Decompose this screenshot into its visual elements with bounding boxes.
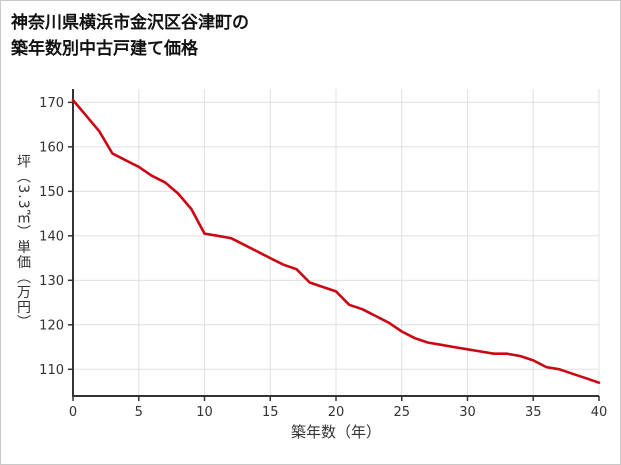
x-axis-label: 築年数（年） — [290, 423, 381, 441]
y-tick-label: 110 — [39, 363, 64, 378]
y-tick-label: 170 — [39, 96, 64, 111]
chart-title-line2: 築年数別中古戸建て価格 — [11, 38, 198, 59]
x-tick-label: 40 — [591, 405, 608, 420]
price-line — [71, 98, 601, 385]
x-tick-label: 25 — [393, 405, 410, 420]
x-tick-label: 30 — [459, 405, 476, 420]
chart-title-line1: 神奈川県横浜市金沢区谷津町の — [11, 13, 249, 33]
tick-marks — [68, 101, 600, 401]
x-tick-label: 35 — [525, 405, 542, 420]
chart-title: 神奈川県横浜市金沢区谷津町の 築年数別中古戸建て価格 — [11, 11, 249, 62]
y-tick-label: 130 — [39, 274, 64, 289]
tick-labels: 0 5 10 15 20 25 30 35 40 110 120 130 140 150 160 170 — [39, 96, 607, 420]
y-tick-label: 140 — [39, 229, 64, 244]
y-tick-label: 150 — [39, 185, 64, 200]
y-tick-label: 120 — [39, 318, 64, 333]
x-tick-label: 0 — [69, 405, 77, 420]
x-tick-label: 10 — [196, 405, 213, 420]
x-tick-label: 20 — [328, 405, 345, 420]
y-axis-label: 坪（3.3㎡）単価（万円） — [15, 154, 31, 330]
x-tick-label: 15 — [262, 405, 279, 420]
gridlines — [73, 89, 600, 396]
y-tick-label: 160 — [39, 140, 64, 155]
x-tick-label: 5 — [135, 405, 143, 420]
